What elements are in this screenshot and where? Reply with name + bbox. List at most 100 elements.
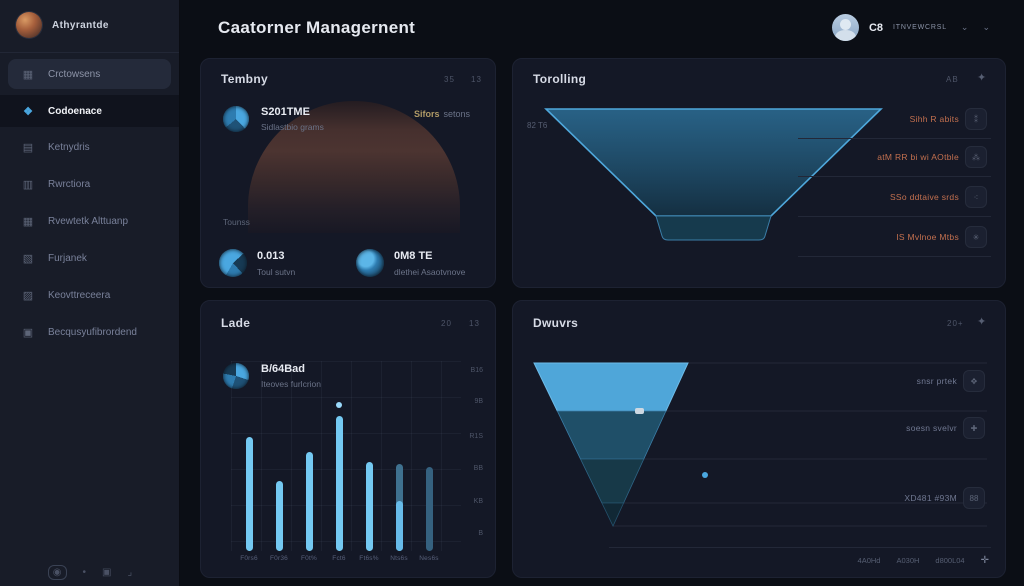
chevron-down-icon[interactable]: ⌄ — [982, 22, 990, 32]
funnel-stage-label: soesn svelvr — [906, 423, 957, 433]
footer-link[interactable]: d800L04 — [935, 556, 965, 565]
footer-link[interactable]: A030H — [896, 556, 920, 565]
panel-summary: Tembny 35 13 S201TME Sidlastbio grams Si… — [200, 58, 496, 288]
chevron-down-icon[interactable]: ⌄ — [960, 22, 969, 32]
menu-item-icon: ▥ — [22, 179, 34, 191]
stat-label: dlethei Asaotvnove — [394, 266, 466, 277]
lead-label: Iteoves furlcrion — [261, 379, 321, 389]
panel-mini-icon[interactable]: 13 — [469, 319, 480, 328]
dome-caption: Tounss — [223, 217, 250, 227]
sidebar-item[interactable]: ▣ Becqusyufibrordend — [0, 314, 179, 351]
stage-action-button[interactable]: ⁂ — [965, 146, 987, 168]
sidebar-item-label: Ketnydris — [48, 142, 90, 153]
sidebar-nav: ▤ Ketnydris ▥ Rwrctiora ▦ Rvewtetk Alttuanp ▧ F… — [0, 129, 179, 351]
sidebar-item-label: Crctowsens — [48, 68, 101, 80]
panel-title: Lade — [221, 316, 251, 330]
sidebar-footer-icon[interactable]: ◉ — [47, 565, 67, 580]
user-menu[interactable]: C8 Itnvewcrsl ⌄ ⌄ — [831, 14, 990, 41]
sidebar-item-label: Rwrctiora — [48, 179, 91, 190]
stage-action-button[interactable]: 88 — [963, 487, 985, 509]
sidebar-item-label: Rvewtetk Alttuanp — [48, 216, 129, 227]
funnel-stage-label: XD481 #93M — [904, 493, 957, 503]
panel-mini-icon[interactable]: 20+ — [947, 319, 964, 328]
data-point-dot — [702, 472, 708, 478]
panel-mini-icon[interactable]: 13 — [471, 75, 482, 84]
donut-chart-icon — [223, 363, 249, 389]
lead-label: Sidlastbio grams — [261, 122, 324, 132]
x-tick-label: Ft6s% — [359, 555, 379, 562]
bar — [395, 464, 403, 551]
bar-lower-segment — [395, 501, 403, 551]
funnel-stage-label: Sihh R abits — [909, 114, 959, 124]
stage-action-button[interactable]: ⁑ — [965, 108, 987, 130]
sidebar-item[interactable]: ▨ Keovttreceera — [0, 277, 179, 314]
panel-funnel-bottom: Dwuvrs 20+ ✦ snsr prtek ✥ soesn svelvr ✚ XD4… — [512, 300, 1006, 578]
divider — [798, 138, 991, 139]
x-tick-label: Nes6s — [419, 555, 439, 562]
lead-value: B/64Bad — [261, 363, 306, 375]
funnel-chart — [544, 108, 883, 241]
sidebar-item[interactable]: ▤ Ketnydris — [0, 129, 179, 166]
y-tick-label: BB — [473, 465, 483, 472]
header: Caatorner Managernent C8 Itnvewcrsl ⌄ ⌄ — [180, 0, 1024, 58]
menu-item-icon: ▨ — [22, 290, 34, 302]
donut-chart-icon — [219, 249, 247, 277]
panel-bars: Lade 20 13 B/64Bad Iteoves furlcrion B16… — [200, 300, 496, 578]
panel-mini-icon[interactable]: 35 — [444, 75, 455, 84]
grid-icon: ▦ — [22, 68, 34, 81]
bar — [335, 416, 343, 551]
sidebar-footer-icon[interactable]: • — [82, 567, 87, 578]
stat-value: 0.013 — [257, 249, 285, 262]
note-text: setons — [443, 109, 471, 119]
sidebar: Athyrantde ▦ Crctowsens ❖ Codoenace ▤ Ket… — [0, 0, 180, 586]
funnel-stage-label: snsr prtek — [916, 376, 957, 386]
sidebar-footer-icon[interactable]: ▣ — [102, 567, 112, 578]
bar — [245, 437, 253, 551]
brand: Athyrantde — [0, 0, 179, 53]
x-tick-label: F0r36 — [270, 555, 288, 562]
lead-value: S201TME — [261, 106, 310, 118]
y-tick-label: B — [478, 530, 483, 537]
drag-handle[interactable] — [635, 408, 644, 414]
sidebar-item-label: Codoenace — [48, 105, 102, 117]
menu-item-icon: ▤ — [22, 142, 34, 154]
settings-sparkle-icon[interactable]: ✦ — [977, 316, 987, 328]
settings-sparkle-icon[interactable]: ✦ — [977, 72, 987, 84]
sidebar-footer-icon[interactable]: ⌟ — [127, 567, 133, 578]
x-tick-label: F0t% — [301, 555, 317, 562]
panel-mini-icon[interactable]: AB — [946, 75, 959, 84]
sidebar-item-label: Keovttreceera — [48, 290, 111, 301]
funnel-stage-label: atM RR bi wi AOtble — [877, 152, 959, 162]
sphere-icon — [356, 249, 384, 277]
menu-item-icon: ▧ — [22, 253, 34, 265]
stat-item: 0M8 TE dlethei Asaotvnove — [356, 249, 465, 277]
footer-link[interactable]: 4A0Hd — [857, 556, 881, 565]
user-avatar[interactable] — [831, 14, 859, 41]
diamond-icon: ❖ — [23, 105, 33, 118]
panel-title: Tembny — [221, 72, 268, 86]
bar-chart — [231, 361, 461, 551]
panel-mini-icon[interactable]: 20 — [441, 319, 452, 328]
funnel-stage-label: IS Mvlnoe Mtbs — [896, 232, 959, 242]
sidebar-item[interactable]: ▥ Rwrctiora — [0, 166, 179, 203]
sidebar-item-label: Becqusyufibrordend — [48, 327, 137, 338]
user-id: C8 — [868, 21, 883, 34]
bar — [275, 481, 283, 551]
stage-action-button[interactable]: ✥ — [963, 370, 985, 392]
stat-item: 0.013 Toul sutvn — [219, 249, 295, 277]
panel-footer: 4A0Hd A030H d800L04 ✛ — [858, 555, 989, 566]
stage-action-button[interactable]: ✚ — [963, 417, 985, 439]
x-tick-label: Nts6s — [390, 555, 408, 562]
sidebar-item[interactable]: ▦ Rvewtetk Alttuanp — [0, 203, 179, 240]
sidebar-item-search[interactable]: ▦ Crctowsens — [8, 59, 171, 89]
funnel-stage-label: SSo ddtaive srds — [889, 192, 959, 202]
add-icon[interactable]: ✛ — [980, 555, 989, 566]
sidebar-item[interactable]: ▧ Furjanek — [0, 240, 179, 277]
sidebar-item-active[interactable]: ❖ Codoenace — [0, 95, 179, 127]
stage-action-button[interactable]: ✳ — [965, 226, 987, 248]
stage-action-button[interactable]: ⁖ — [965, 186, 987, 208]
divider — [798, 176, 991, 177]
bar — [365, 462, 373, 551]
note-highlight: Sifors — [414, 109, 440, 119]
brand-name: Athyrantde — [52, 19, 109, 31]
